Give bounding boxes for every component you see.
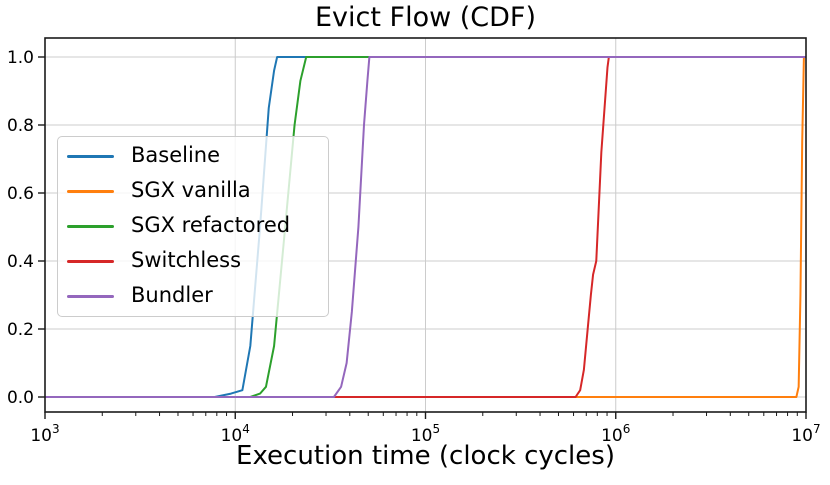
y-tick-label: 0.2 [7,320,34,340]
legend-line-switchless-icon [67,260,114,263]
x-axis-label: Execution time (clock cycles) [236,441,615,471]
x-tick-label: 104 [221,422,250,446]
legend-label-sgx-vanilla: SGX vanilla [131,178,251,202]
legend-line-bundler-icon [67,295,114,298]
legend-item-sgx-refactored: SGX refactored [67,209,322,244]
legend-label-sgx-refactored: SGX refactored [131,213,291,237]
legend-line-baseline-icon [67,155,114,158]
legend-label-switchless: Switchless [131,248,242,272]
legend-line-sgx-vanilla-icon [67,190,114,193]
legend-item-sgx-vanilla: SGX vanilla [67,174,322,209]
x-tick-label: 106 [601,422,630,446]
legend: Baseline SGX vanilla SGX refactored Swit… [57,136,329,317]
y-tick-label: 0.0 [7,388,34,408]
curve-bundler [45,56,806,398]
legend-label-baseline: Baseline [131,143,221,167]
legend-item-switchless: Switchless [67,244,322,279]
legend-label-bundler: Bundler [131,283,213,307]
curve-switchless [45,56,806,398]
x-tick-label: 103 [30,422,59,446]
y-tick-label: 0.8 [7,116,34,136]
legend-item-bundler: Bundler [67,279,322,314]
x-tick-label: 105 [411,422,440,446]
y-tick-label: 0.4 [7,252,34,272]
legend-item-baseline: Baseline [67,139,322,174]
legend-line-sgx-refactored-icon [67,225,114,228]
x-tick-label: 107 [791,422,820,446]
y-tick-label: 1.0 [7,48,34,68]
y-tick-label: 0.6 [7,184,34,204]
chart-title: Evict Flow (CDF) [314,2,536,33]
